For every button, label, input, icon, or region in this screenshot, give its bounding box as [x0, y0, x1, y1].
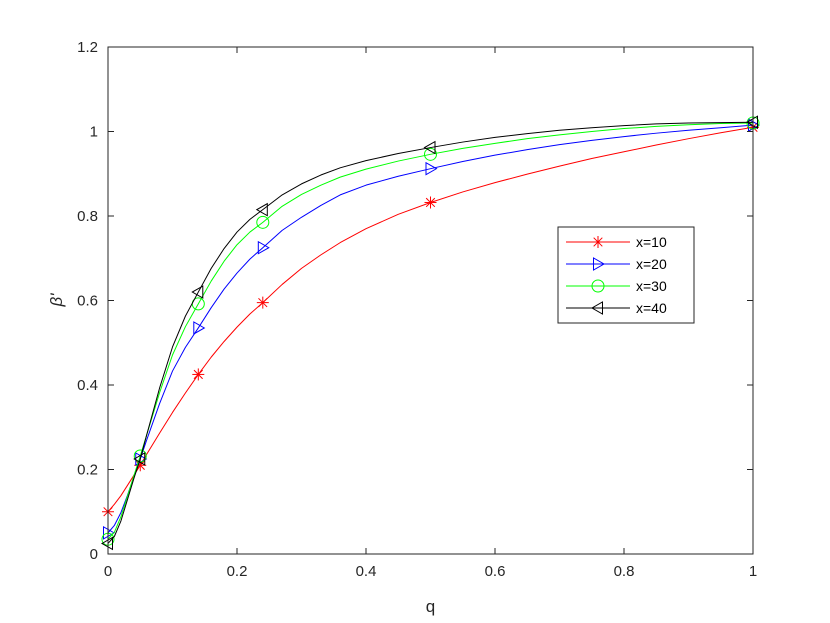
legend-label: x=20 — [636, 256, 667, 272]
legend-entry: x=40 — [566, 300, 667, 316]
data-point — [193, 321, 206, 335]
data-point — [192, 368, 205, 381]
series-line — [107, 122, 754, 540]
data-point — [424, 196, 437, 209]
legend-label: x=10 — [636, 234, 667, 250]
x-tick-label: 1 — [749, 563, 757, 580]
x-tick-label: 0.8 — [614, 563, 635, 580]
data-point — [591, 279, 605, 293]
legend-label: x=40 — [636, 300, 667, 316]
data-point — [423, 140, 436, 155]
x-tick-label: 0.2 — [227, 563, 248, 580]
series-x-40 — [100, 115, 758, 551]
data-point — [590, 301, 603, 315]
data-point — [100, 536, 113, 551]
data-point — [255, 202, 268, 217]
axes-box — [107, 46, 754, 555]
legend-label: x=30 — [636, 278, 667, 294]
x-axis-label: q — [426, 597, 435, 616]
y-tick-label: 1.2 — [77, 39, 98, 56]
data-point — [256, 296, 269, 309]
data-point — [748, 118, 761, 133]
y-tick-label: 0 — [90, 546, 98, 563]
x-tick-label: 0.4 — [356, 563, 377, 580]
data-point — [425, 161, 438, 176]
y-tick-label: 0.6 — [77, 293, 98, 310]
plot-series-group — [100, 115, 761, 551]
y-axis-label: β' — [47, 293, 66, 308]
legend-entry: x=10 — [566, 234, 667, 250]
legend-entry: x=20 — [566, 256, 667, 272]
y-tick-label: 0.4 — [77, 377, 98, 394]
legend-entry: x=30 — [566, 278, 667, 294]
y-tick-label: 0.8 — [77, 208, 98, 225]
data-point — [191, 285, 204, 299]
data-point — [133, 452, 146, 466]
y-tick-label: 0.2 — [77, 462, 98, 479]
series-line — [107, 121, 754, 544]
x-tick-label: 0.6 — [485, 563, 506, 580]
x-tick-label: 0 — [104, 563, 112, 580]
legend: x=10 x=20 x=30 x=40 — [557, 226, 695, 324]
data-point — [257, 240, 270, 255]
legend-box — [557, 226, 695, 324]
data-point — [103, 526, 116, 540]
data-point — [424, 147, 437, 161]
data-point — [593, 257, 606, 271]
ticks-group: 0 0.2 0.4 0.6 0.8 1 0 0.2 0.4 0.6 0.8 1 1.2 — [77, 39, 757, 580]
y-tick-label: 1 — [90, 124, 98, 141]
data-point — [745, 115, 758, 130]
data-point — [592, 236, 604, 248]
data-point — [256, 215, 270, 229]
